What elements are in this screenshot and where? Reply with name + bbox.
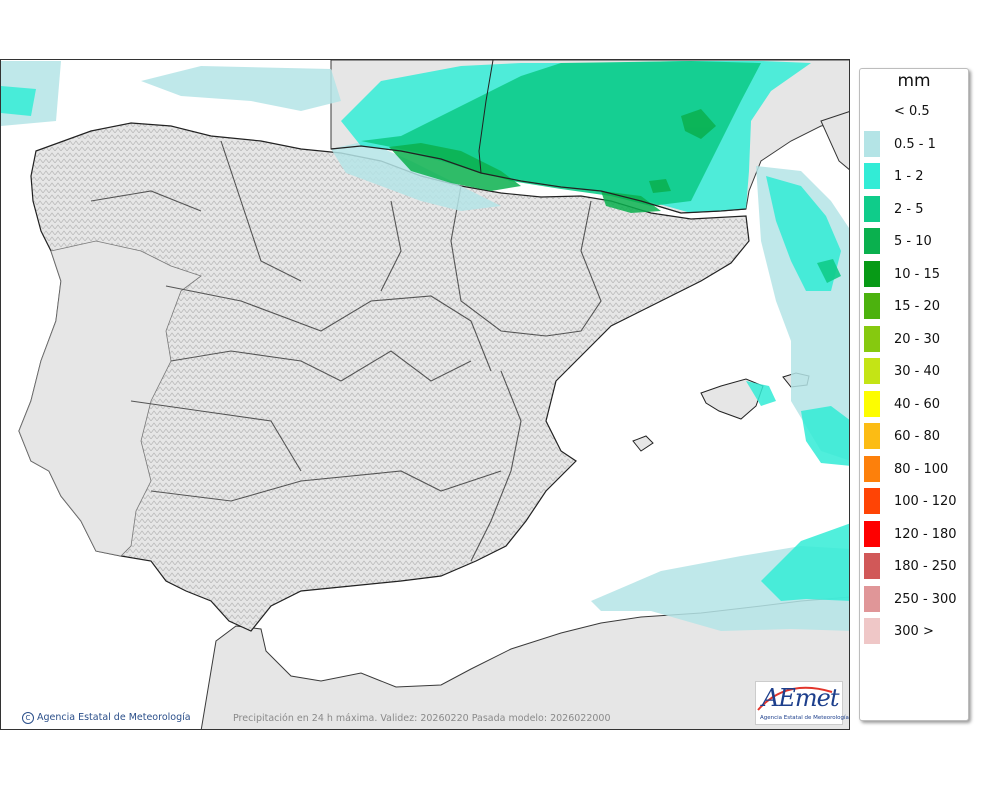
legend-label: 30 - 40 — [894, 364, 940, 379]
legend-swatch — [864, 553, 880, 579]
precip-legend: mm < 0.5 0.5 - 1 1 - 2 2 - 5 5 - 10 10 - 15 15… — [859, 68, 969, 721]
copyright-icon: C — [22, 712, 34, 724]
legend-swatch — [864, 196, 880, 222]
legend-label: 15 - 20 — [894, 299, 940, 314]
legend-label: 0.5 - 1 — [894, 137, 936, 152]
legend-label: 300 > — [894, 624, 934, 639]
legend-label: 1 - 2 — [894, 169, 924, 184]
legend-item: 300 > — [864, 618, 964, 644]
legend-item: 100 - 120 — [864, 488, 964, 514]
legend-item: 40 - 60 — [864, 391, 964, 417]
map-caption: Precipitación en 24 h máxima. Validez: 2… — [233, 713, 611, 724]
legend-item: 20 - 30 — [864, 326, 964, 352]
legend-label: 40 - 60 — [894, 397, 940, 412]
ibiza-island — [633, 436, 653, 451]
legend-swatch — [864, 423, 880, 449]
aemet-logo: AEmet Agencia Estatal de Meteorología — [755, 681, 843, 725]
legend-label: 100 - 120 — [894, 494, 957, 509]
legend-label: 10 - 15 — [894, 267, 940, 282]
legend-swatch — [864, 358, 880, 384]
legend-label: 80 - 100 — [894, 462, 948, 477]
sardinia-land — [821, 111, 850, 171]
legend-label: 250 - 300 — [894, 592, 957, 607]
legend-swatch — [864, 98, 880, 124]
legend-swatch — [864, 293, 880, 319]
agency-credit[interactable]: C Agencia Estatal de Meteorología — [22, 712, 191, 724]
legend-item: 2 - 5 — [864, 196, 964, 222]
legend-item: < 0.5 — [864, 98, 964, 124]
legend-label: 20 - 30 — [894, 332, 940, 347]
legend-item: 5 - 10 — [864, 228, 964, 254]
legend-label: 180 - 250 — [894, 559, 957, 574]
legend-item: 0.5 - 1 — [864, 131, 964, 157]
legend-swatch — [864, 488, 880, 514]
legend-item: 10 - 15 — [864, 261, 964, 287]
legend-item: 250 - 300 — [864, 586, 964, 612]
precipitation-map: AEmet Agencia Estatal de Meteorología — [0, 59, 850, 730]
legend-swatch — [864, 131, 880, 157]
logo-wordmark: AEmet — [762, 684, 838, 712]
legend-label: 60 - 80 — [894, 429, 940, 444]
legend-item: 60 - 80 — [864, 423, 964, 449]
legend-swatch — [864, 391, 880, 417]
legend-swatch — [864, 618, 880, 644]
logo-subtitle: Agencia Estatal de Meteorología — [760, 715, 849, 721]
legend-swatch — [864, 456, 880, 482]
legend-label: 2 - 5 — [894, 202, 924, 217]
legend-swatch — [864, 163, 880, 189]
legend-label: < 0.5 — [894, 104, 930, 119]
legend-swatch — [864, 586, 880, 612]
legend-title: mm — [860, 71, 968, 91]
legend-item: 80 - 100 — [864, 456, 964, 482]
legend-item: 15 - 20 — [864, 293, 964, 319]
legend-label: 120 - 180 — [894, 527, 957, 542]
legend-swatch — [864, 326, 880, 352]
legend-item: 120 - 180 — [864, 521, 964, 547]
map-canvas — [1, 60, 850, 730]
agency-credit-text: Agencia Estatal de Meteorología — [37, 712, 191, 723]
legend-item: 1 - 2 — [864, 163, 964, 189]
legend-item: 180 - 250 — [864, 553, 964, 579]
legend-swatch — [864, 521, 880, 547]
legend-swatch — [864, 228, 880, 254]
legend-swatch — [864, 261, 880, 287]
legend-item: 30 - 40 — [864, 358, 964, 384]
legend-label: 5 - 10 — [894, 234, 932, 249]
